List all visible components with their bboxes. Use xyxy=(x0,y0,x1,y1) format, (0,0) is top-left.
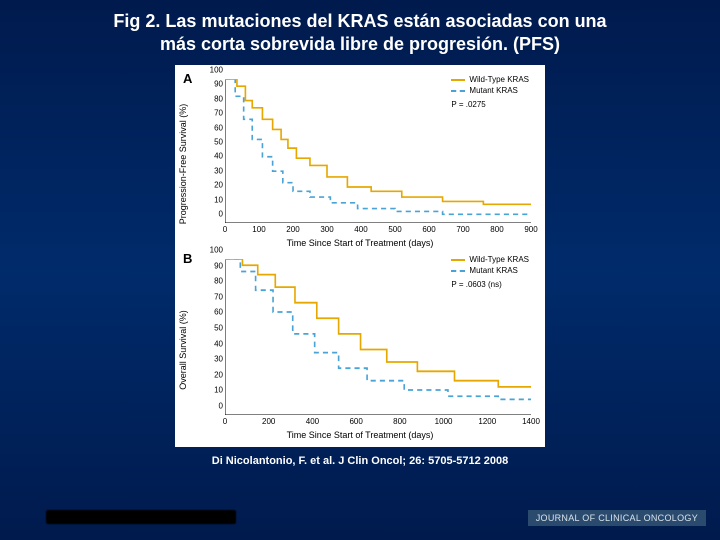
y-ticks: 0102030405060708090100 xyxy=(203,259,223,415)
y-tick: 50 xyxy=(203,324,223,333)
x-tick: 700 xyxy=(456,225,469,234)
x-tick: 0 xyxy=(223,417,227,426)
x-tick: 1000 xyxy=(435,417,453,426)
panel-a: A Progression-Free Survival (%) Time Since… xyxy=(181,69,539,249)
y-tick: 90 xyxy=(203,80,223,89)
panel-b: B Overall Survival (%) Time Since Start of… xyxy=(181,249,539,441)
axes xyxy=(225,259,531,415)
y-axis-label: Overall Survival (%) xyxy=(178,310,188,390)
survival-chart xyxy=(225,79,531,223)
series-wt xyxy=(225,259,531,387)
y-tick: 20 xyxy=(203,181,223,190)
y-tick: 40 xyxy=(203,152,223,161)
y-tick: 100 xyxy=(203,66,223,75)
redaction-smudge xyxy=(46,510,236,524)
y-ticks: 0102030405060708090100 xyxy=(203,79,223,223)
y-tick: 70 xyxy=(203,292,223,301)
y-tick: 90 xyxy=(203,261,223,270)
citation-text: Di Nicolantonio, F. et al. J Clin Oncol;… xyxy=(0,455,720,467)
y-axis-label: Progression-Free Survival (%) xyxy=(178,104,188,225)
y-tick: 0 xyxy=(203,402,223,411)
x-tick: 400 xyxy=(306,417,319,426)
panel-label: A xyxy=(183,71,192,86)
x-tick: 800 xyxy=(393,417,406,426)
x-axis-label: Time Since Start of Treatment (days) xyxy=(287,430,434,440)
x-tick: 200 xyxy=(286,225,299,234)
chart-area xyxy=(225,79,531,223)
journal-badge: JOURNAL OF CLINICAL ONCOLOGY xyxy=(528,510,706,526)
y-tick: 100 xyxy=(203,246,223,255)
series-mut xyxy=(225,259,531,399)
y-tick: 50 xyxy=(203,138,223,147)
slide-title: Fig 2. Las mutaciones del KRAS están aso… xyxy=(0,0,720,59)
x-tick: 200 xyxy=(262,417,275,426)
y-tick: 70 xyxy=(203,109,223,118)
y-tick: 40 xyxy=(203,339,223,348)
y-tick: 30 xyxy=(203,166,223,175)
y-tick: 60 xyxy=(203,308,223,317)
title-line-1: Fig 2. Las mutaciones del KRAS están aso… xyxy=(113,11,606,31)
x-tick: 500 xyxy=(388,225,401,234)
panel-label: B xyxy=(183,251,192,266)
x-tick: 1200 xyxy=(478,417,496,426)
y-tick: 10 xyxy=(203,195,223,204)
y-tick: 60 xyxy=(203,123,223,132)
x-tick: 1400 xyxy=(522,417,540,426)
y-tick: 0 xyxy=(203,210,223,219)
series-mut xyxy=(225,79,531,214)
y-tick: 80 xyxy=(203,277,223,286)
x-tick: 0 xyxy=(223,225,227,234)
y-tick: 10 xyxy=(203,386,223,395)
x-tick: 800 xyxy=(490,225,503,234)
axes xyxy=(225,79,531,223)
y-tick: 20 xyxy=(203,370,223,379)
x-tick: 400 xyxy=(354,225,367,234)
y-tick: 80 xyxy=(203,94,223,103)
x-tick: 100 xyxy=(252,225,265,234)
x-tick: 900 xyxy=(524,225,537,234)
title-line-2: más corta sobrevida libre de progresión.… xyxy=(160,34,560,54)
x-tick: 600 xyxy=(422,225,435,234)
figure-container: A Progression-Free Survival (%) Time Since… xyxy=(175,65,545,447)
series-wt xyxy=(225,79,531,204)
x-tick: 600 xyxy=(349,417,362,426)
x-tick: 300 xyxy=(320,225,333,234)
x-ticks: 0200400600800100012001400 xyxy=(225,417,531,427)
chart-area xyxy=(225,259,531,415)
x-axis-label: Time Since Start of Treatment (days) xyxy=(287,238,434,248)
y-tick: 30 xyxy=(203,355,223,364)
x-ticks: 0100200300400500600700800900 xyxy=(225,225,531,235)
survival-chart xyxy=(225,259,531,415)
